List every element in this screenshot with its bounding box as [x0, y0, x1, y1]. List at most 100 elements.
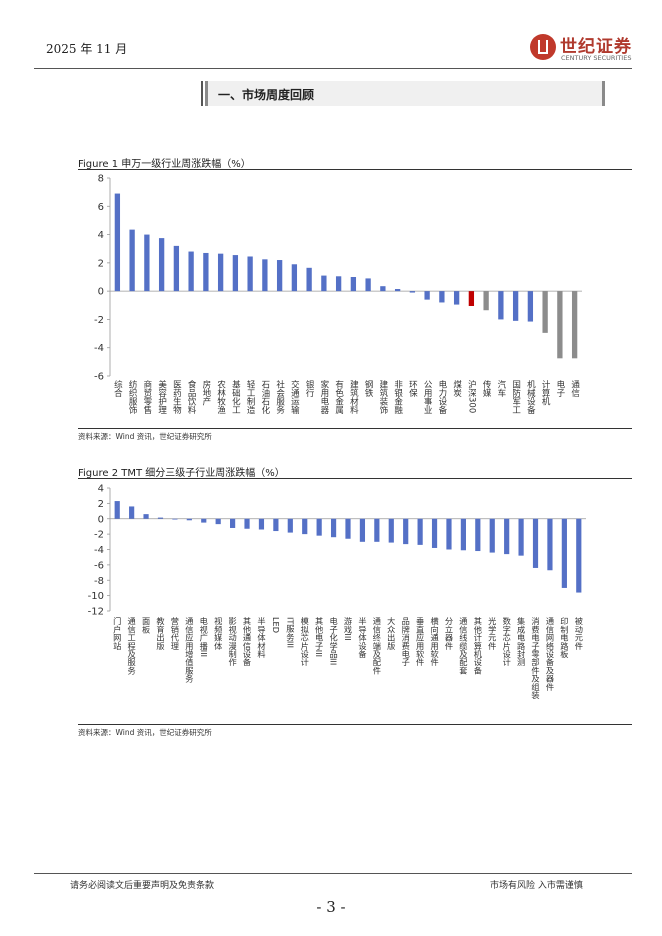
bar: [557, 291, 563, 359]
bar: [380, 286, 386, 292]
bar: [409, 291, 416, 293]
bar: [498, 291, 504, 320]
footer-risk-note: 市场有风险 入市需谨慎: [490, 881, 583, 891]
header-divider: [34, 68, 632, 69]
x-category-label: 集成电路封测: [516, 616, 526, 667]
x-category-label: 计算机: [540, 379, 550, 406]
company-logo: 世纪证券 CENTURY SECURITIES: [530, 32, 632, 66]
bar: [561, 518, 567, 588]
bar: [576, 518, 582, 593]
bar: [335, 276, 342, 292]
bar: [316, 518, 322, 536]
x-category-label: 建筑装饰: [378, 379, 388, 415]
x-category-label: 国防军工: [511, 380, 521, 414]
x-category-label: 通信工程及服务: [127, 616, 137, 675]
y-tick-label: -12: [88, 607, 104, 618]
bar: [518, 518, 524, 556]
bar: [439, 291, 445, 303]
footer-disclaimer: 请务必阅读文后重要声明及免责条款: [70, 881, 215, 891]
x-category-label: 通信网络设备及器件: [545, 616, 555, 692]
x-category-label: 农林牧渔: [216, 379, 226, 414]
bar: [460, 518, 466, 551]
x-category-label: 电力设备: [437, 379, 447, 415]
x-category-label: 被动元件: [574, 616, 584, 651]
x-category-label: 门户网站: [112, 616, 122, 651]
bar: [532, 518, 539, 568]
figure-2-top-rule: [78, 478, 632, 479]
x-category-label: 光学元件: [487, 616, 497, 651]
x-category-label: 其他电子III: [314, 617, 324, 657]
x-category-label: 公用事业: [422, 380, 432, 414]
x-category-label: 通信: [570, 379, 580, 398]
y-tick-label: 8: [98, 174, 104, 185]
x-category-label: 半导体材料: [256, 616, 266, 659]
bar: [446, 518, 452, 550]
bar: [215, 518, 221, 525]
bar: [172, 518, 178, 520]
y-tick-label: 2: [98, 499, 104, 510]
x-category-label: 石油石化: [260, 380, 270, 415]
x-category-label: 电子: [555, 379, 565, 397]
x-category-label: 通信线缆及配套: [458, 616, 468, 675]
bar: [306, 267, 312, 292]
x-category-label: 大众出版: [386, 616, 396, 651]
bar: [287, 518, 293, 533]
figure-1-chart: 8 6 4 2 0 -2 -4 -6 综合 纺织服饰 商贸零售 美容护理 医药生物 食品饮料 房地产 农林牧渔…: [94, 174, 582, 415]
x-category-label: 纺织服饰: [127, 379, 137, 415]
figure-1-bottom-rule: [78, 428, 632, 429]
x-category-label: 轻工制造: [245, 379, 255, 415]
bar: [188, 251, 194, 292]
bar: [504, 518, 510, 555]
x-category-label: 环保: [407, 380, 417, 398]
y-tick-label: -6: [94, 560, 104, 571]
x-category-label: 汽车: [496, 379, 506, 398]
bar: [201, 518, 207, 523]
x-category-label: 基础化工: [230, 379, 240, 414]
x-category-label: 面板: [141, 617, 151, 634]
bar: [129, 229, 135, 292]
bar: [542, 291, 548, 333]
bar: [527, 291, 534, 322]
x-category-label: 家用电器: [319, 379, 329, 415]
x-category-label: 非银金融: [393, 379, 403, 415]
bar: [512, 291, 519, 321]
x-category-label: 综合: [112, 379, 122, 398]
y-tick-label: 0: [98, 514, 104, 525]
x-category-label: 数字芯片设计: [502, 616, 512, 667]
bar: [262, 259, 268, 292]
x-category-label: 交通运输: [289, 379, 299, 415]
x-category-label: 印制电路板: [559, 616, 569, 659]
x-category-label: 食品饮料: [186, 379, 196, 415]
bar: [129, 506, 135, 519]
bar: [143, 514, 149, 519]
figure-1-top-rule: [78, 169, 632, 170]
y-tick-label: 6: [98, 202, 104, 213]
bar: [203, 252, 209, 292]
figure-2-source: 资料来源：Wind 资讯，世纪证券研究所: [78, 728, 212, 737]
y-tick-label: -8: [94, 576, 104, 587]
x-category-label: 品牌消费电子: [401, 617, 411, 666]
x-category-label: 医药生物: [171, 380, 181, 415]
bar: [374, 518, 380, 542]
bar: [273, 518, 279, 532]
x-category-label: 沪深300: [466, 379, 476, 413]
bar: [345, 518, 351, 539]
footer-divider: [34, 873, 632, 874]
x-category-label: 分立器件: [444, 617, 454, 651]
bar: [359, 518, 366, 542]
bar: [388, 518, 394, 543]
bar: [158, 238, 165, 292]
x-category-label: 电子化学品III: [329, 616, 339, 665]
logo-emblem-icon: [530, 34, 556, 60]
bar: [365, 278, 371, 292]
x-category-label: 其他通信设备: [242, 617, 252, 667]
y-tick-label: -2: [94, 315, 104, 326]
logo-english-name: CENTURY SECURITIES: [561, 54, 632, 62]
report-date: 2025 年 11 月: [46, 42, 128, 56]
x-category-label: 消费电子零部件及组装: [531, 616, 541, 700]
x-category-label: 银行: [304, 379, 314, 398]
x-category-label: IT服务III: [285, 617, 295, 648]
bar: [394, 289, 401, 292]
bar: [232, 255, 239, 292]
